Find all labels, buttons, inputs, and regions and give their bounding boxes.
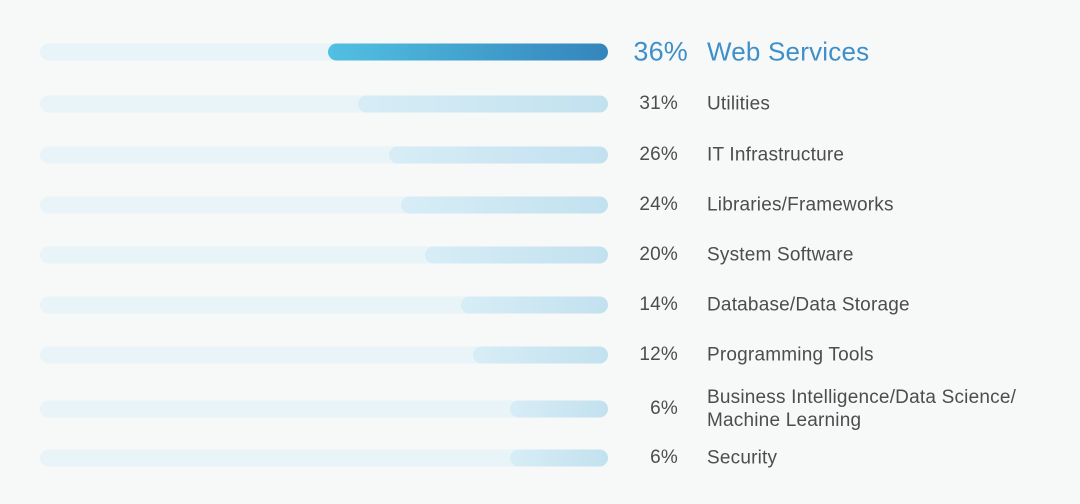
value-label: 12%: [639, 344, 678, 365]
category-label: Libraries/Frameworks: [707, 194, 894, 216]
category-label: Web Services: [707, 36, 870, 67]
bar-fill: [389, 146, 608, 164]
bar-row: 14% Database/Data Storage: [0, 279, 1080, 331]
bar-track: [40, 246, 608, 264]
value-label: 24%: [639, 194, 678, 215]
value-label: 6%: [650, 398, 678, 419]
bar-track: [40, 95, 608, 113]
bar-row: 31% Utilities: [0, 78, 1080, 130]
category-label: Utilities: [707, 93, 771, 115]
bar-track: [40, 146, 608, 164]
bar-fill: [461, 296, 608, 314]
bar-row: 20% System Software: [0, 229, 1080, 281]
value-label: 31%: [639, 93, 678, 114]
bar-fill: [358, 95, 608, 113]
value-label: 14%: [639, 294, 678, 315]
category-label: System Software: [707, 244, 854, 266]
value-label: 26%: [639, 144, 678, 165]
bar-track: [40, 449, 608, 467]
value-label: 20%: [639, 244, 678, 265]
bar-fill: [473, 346, 608, 364]
bar-track: [40, 400, 608, 418]
bar-track: [40, 296, 608, 314]
value-label: 36%: [633, 36, 688, 67]
category-label: Database/Data Storage: [707, 294, 910, 316]
bar-track: [40, 346, 608, 364]
bar-track: [40, 196, 608, 214]
bar-fill: [425, 246, 608, 264]
category-label: IT Infrastructure: [707, 144, 845, 166]
category-label: Programming Tools: [707, 344, 874, 366]
bar-fill: [510, 449, 608, 467]
value-label: 6%: [650, 447, 678, 468]
bar-row: 6% Business Intelligence/Data Science/ M…: [0, 383, 1080, 435]
category-label: Business Intelligence/Data Science/ Mach…: [707, 387, 1017, 431]
bar-fill: [510, 400, 608, 418]
bar-row: 12% Programming Tools: [0, 329, 1080, 381]
bar-fill: [328, 43, 608, 61]
bar-track: [40, 43, 608, 61]
bar-fill: [401, 196, 608, 214]
bar-row: 36% Web Services: [0, 26, 1080, 78]
category-label: Security: [707, 447, 778, 469]
bar-row: 24% Libraries/Frameworks: [0, 179, 1080, 231]
bar-row: 6% Security: [0, 432, 1080, 484]
bar-row: 26% IT Infrastructure: [0, 129, 1080, 181]
